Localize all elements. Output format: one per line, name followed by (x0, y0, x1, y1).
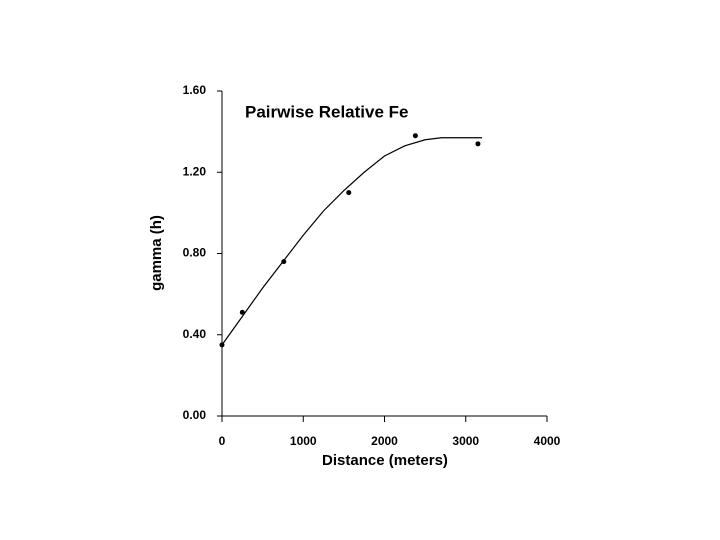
x-axis-label: Distance (meters) (322, 452, 448, 469)
data-point (475, 141, 481, 147)
y-tick-label: 0.00 (183, 408, 207, 422)
y-tick-label: 0.40 (183, 327, 207, 341)
x-tick-label: 4000 (534, 434, 561, 448)
data-point (412, 133, 418, 139)
y-axis-label: gamma (h) (148, 215, 165, 291)
x-tick-label: 1000 (290, 434, 317, 448)
x-tick-label: 2000 (371, 434, 398, 448)
fit-curve (221, 137, 482, 346)
data-point (346, 190, 352, 196)
x-tick-label: 3000 (452, 434, 479, 448)
y-tick-label: 1.20 (183, 164, 207, 178)
data-point (239, 309, 245, 315)
chart-title: Pairwise Relative Fe (245, 102, 408, 121)
x-tick-label: 0 (219, 434, 226, 448)
y-tick-label: 0.80 (183, 246, 207, 260)
y-tick-label: 1.60 (183, 83, 207, 97)
